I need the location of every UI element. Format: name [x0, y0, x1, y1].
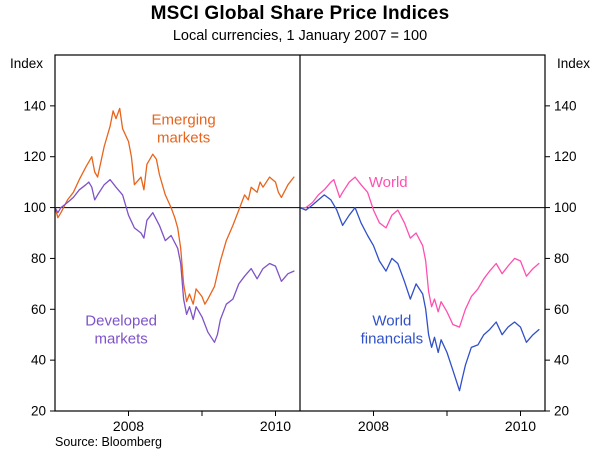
annotation-developed-markets: markets	[94, 331, 147, 348]
y-tick-label-left: 20	[31, 404, 46, 419]
y-tick-label-right: 100	[554, 200, 577, 215]
y-axis-unit-right: Index	[557, 56, 590, 71]
series-line-developed-markets	[54, 178, 295, 343]
y-tick-label-left: 40	[31, 353, 46, 368]
y-tick-label-left: 120	[23, 149, 46, 164]
annotation-world-financials: World	[372, 313, 411, 330]
y-tick-label-left: 140	[23, 98, 46, 113]
y-tick-label-right: 80	[554, 251, 569, 266]
y-tick-label-left: 80	[31, 251, 46, 266]
source-note: Source: Bloomberg	[55, 435, 163, 449]
annotation-emerging-markets: markets	[157, 130, 210, 147]
y-axis-unit-left: Index	[10, 56, 43, 71]
annotation-developed-markets: Developed	[85, 313, 157, 330]
annotation-world: World	[369, 174, 408, 191]
x-tick-label: 2008	[113, 418, 144, 434]
y-tick-label-right: 20	[554, 404, 569, 419]
series-line-emerging-markets	[54, 107, 295, 305]
x-tick-label: 2010	[505, 418, 536, 434]
x-tick-label: 2008	[358, 418, 389, 434]
annotation-world-financials: financials	[361, 331, 424, 348]
y-tick-label-left: 100	[23, 200, 46, 215]
chart-subtitle: Local currencies, 1 January 2007 = 100	[172, 28, 428, 44]
series-line-world	[299, 176, 540, 328]
series-line-world-financials	[299, 194, 540, 392]
y-tick-label-left: 60	[31, 302, 46, 317]
y-tick-label-right: 120	[554, 149, 577, 164]
x-tick-label: 2010	[260, 418, 291, 434]
y-tick-label-right: 60	[554, 302, 569, 317]
annotation-emerging-markets: Emerging	[152, 112, 216, 129]
chart-title: MSCI Global Share Price Indices	[150, 3, 450, 24]
y-tick-label-right: 140	[554, 98, 577, 113]
y-tick-label-right: 40	[554, 353, 569, 368]
